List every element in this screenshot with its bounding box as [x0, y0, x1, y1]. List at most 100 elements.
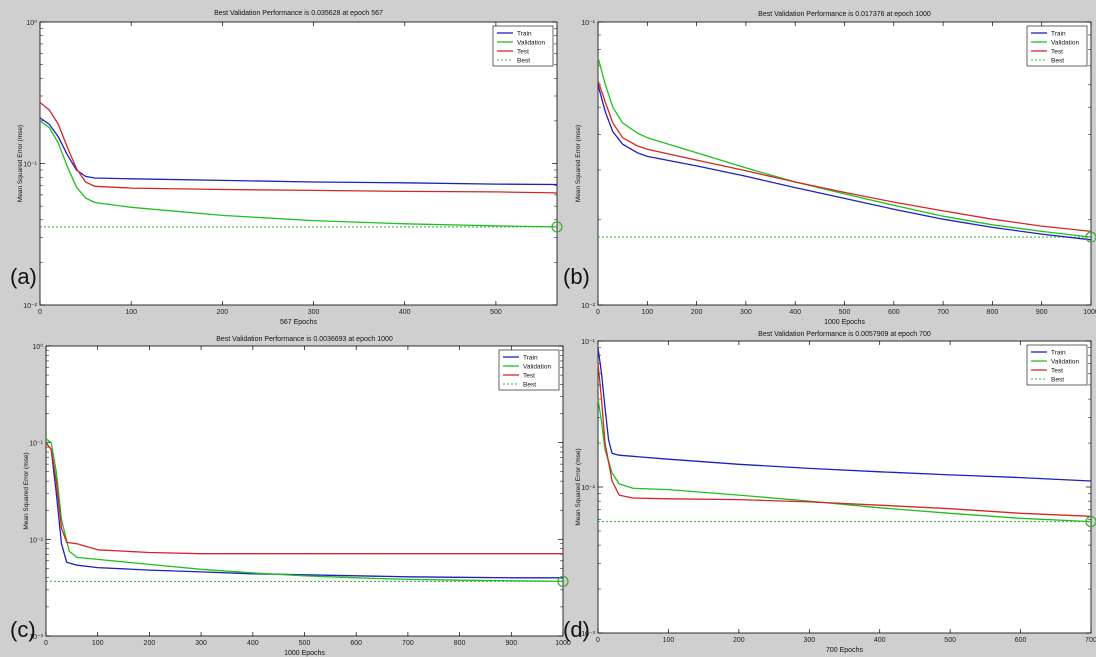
best-marker [557, 575, 569, 588]
x-tick-label: 300 [195, 640, 207, 647]
series-line-train [597, 84, 1092, 241]
legend-label-validation: Validation [1051, 359, 1079, 366]
x-axis-label: 567 Epochs [280, 319, 317, 326]
x-tick-label: 0 [44, 640, 48, 647]
x-tick-label: 800 [454, 640, 466, 647]
x-tick-label: 200 [144, 640, 156, 647]
x-tick-label: 600 [888, 309, 900, 316]
legend-label-train: Train [523, 355, 538, 362]
legend-label-validation: Validation [523, 364, 551, 371]
x-tick-label: 0 [596, 637, 600, 644]
series-line-test [45, 442, 563, 555]
chart-title: Best Validation Performance is 0.0057909… [758, 331, 931, 338]
chart-panel-c: 10⁻³ 10⁻² 10⁻¹ 10⁰ 0 100 200 300 400 500 600 700 800… [10, 336, 571, 657]
y-tick-label: 10⁻¹ [581, 339, 595, 346]
best-marker [551, 221, 563, 233]
x-tick-label: 400 [247, 640, 259, 647]
best-marker [1085, 231, 1096, 243]
legend: Train Validation Test Best [1026, 344, 1088, 386]
x-tick-label: 900 [505, 640, 517, 647]
y-tick-label: 10⁻¹ [581, 20, 595, 27]
legend: Train Validation Test Best [492, 25, 554, 67]
x-tick-label: 1000 [1083, 309, 1096, 316]
x-tick-label: 300 [803, 637, 815, 644]
x-tick-label: 700 [937, 309, 949, 316]
x-tick-label: 200 [217, 309, 229, 316]
y-tick-label: 10⁻² [29, 537, 43, 544]
legend-label-validation: Validation [517, 40, 545, 47]
panel-label: (a) [10, 264, 37, 289]
y-tick-label: 10⁻² [581, 485, 595, 492]
series-line-validation [597, 399, 1092, 523]
series-line-validation [39, 120, 558, 228]
series-line-train [39, 117, 558, 186]
y-tick-label: 10⁻¹ [23, 162, 37, 169]
legend-label-test: Test [517, 49, 529, 56]
x-tick-label: 900 [1036, 309, 1048, 316]
legend-label-test: Test [1051, 368, 1063, 375]
y-tick-label: 10⁻¹ [29, 441, 43, 448]
x-tick-label: 0 [38, 309, 42, 316]
chart-title: Best Validation Performance is 0.017376 … [758, 11, 931, 18]
chart-panel-a: 10⁻² 10⁻¹ 10⁰ 0 100 200 300 400 500 Best Validati… [10, 10, 563, 326]
legend-label-train: Train [517, 31, 532, 38]
chart-title: Best Validation Performance is 0.035628 … [214, 10, 383, 17]
x-tick-label: 400 [874, 637, 886, 644]
x-tick-label: 100 [663, 637, 675, 644]
x-axis-label: 1000 Epochs [284, 650, 325, 657]
x-tick-label: 500 [944, 637, 956, 644]
y-tick-label: 10⁻³ [581, 631, 595, 638]
x-tick-label: 700 [1085, 637, 1096, 644]
x-tick-label: 100 [92, 640, 104, 647]
x-tick-label: 400 [789, 309, 801, 316]
x-tick-label: 700 [402, 640, 414, 647]
chart-panel-d: 10⁻³ 10⁻² 10⁻¹ 0 100 200 300 400 500 600 700 Best V… [563, 331, 1096, 654]
chart-title: Best Validation Performance is 0.0036693… [216, 336, 393, 343]
plot-area [39, 21, 558, 306]
y-tick-label: 10⁰ [32, 343, 43, 351]
x-tick-label: 400 [399, 309, 411, 316]
legend-label-test: Test [1051, 49, 1063, 56]
y-tick-label: 10⁻³ [29, 634, 43, 641]
x-axis-label: 1000 Epochs [824, 319, 865, 326]
series-line-test [597, 80, 1092, 233]
legend-label-best: Best [517, 58, 530, 65]
chart-panel-b: 10⁻² 10⁻¹ 0 100 200 300 400 500 600 700 800 900 1000… [563, 11, 1096, 326]
x-tick-label: 200 [691, 309, 703, 316]
x-tick-label: 500 [299, 640, 311, 647]
legend-label-test: Test [523, 373, 535, 380]
legend-label-train: Train [1051, 350, 1066, 357]
panel-label: (d) [563, 617, 590, 642]
y-axis-label: Mean Squared Error (mse) [575, 448, 582, 525]
plot-area [597, 21, 1092, 306]
x-tick-label: 600 [1015, 637, 1027, 644]
legend: Train Validation Test Best [498, 349, 560, 391]
series-line-test [39, 101, 558, 194]
series-line-validation [597, 57, 1092, 238]
y-tick-label: 10⁰ [26, 19, 37, 27]
panel-label: (c) [10, 617, 36, 642]
x-tick-label: 200 [733, 637, 745, 644]
plot-area [45, 345, 564, 637]
x-tick-label: 100 [125, 309, 137, 316]
plot-area [597, 340, 1092, 634]
x-tick-label: 500 [839, 309, 851, 316]
panel-label: (b) [563, 264, 590, 289]
x-tick-label: 600 [350, 640, 362, 647]
best-marker [1085, 516, 1096, 528]
series-line-train [45, 442, 563, 579]
y-tick-label: 10⁻² [581, 303, 595, 310]
legend-label-best: Best [1051, 377, 1064, 384]
x-axis-label: 700 Epochs [826, 647, 863, 654]
x-tick-label: 0 [596, 309, 600, 316]
series-line-test [597, 363, 1092, 517]
legend-label-train: Train [1051, 31, 1066, 38]
x-tick-label: 500 [490, 309, 502, 316]
y-tick-label: 10⁻² [23, 303, 37, 310]
x-tick-label: 100 [641, 309, 653, 316]
legend: Train Validation Test Best [1026, 25, 1088, 67]
legend-label-best: Best [1051, 58, 1064, 65]
legend-box [1026, 344, 1088, 386]
